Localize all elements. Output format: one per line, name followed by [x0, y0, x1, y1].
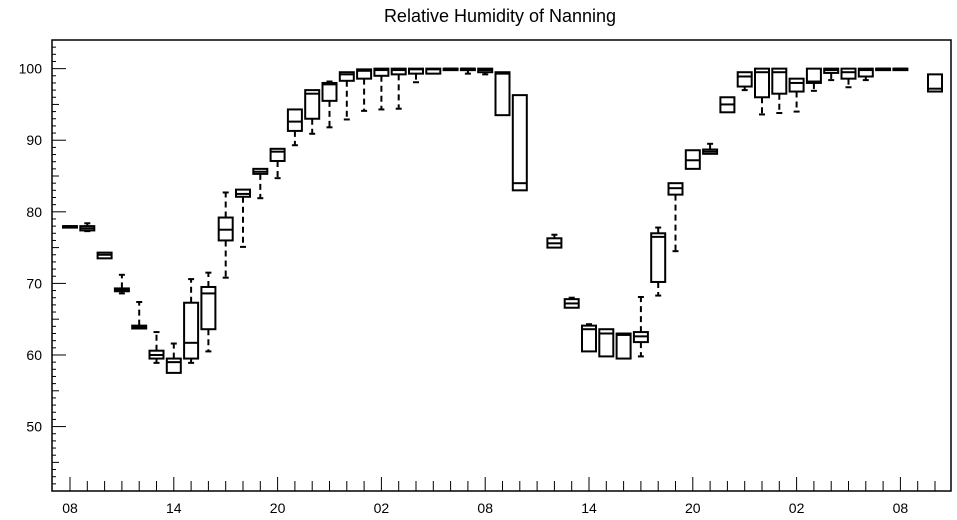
box-group	[892, 67, 909, 72]
box-group	[494, 71, 511, 117]
box-body	[165, 357, 182, 374]
box-group	[857, 67, 874, 82]
box-group	[581, 323, 597, 353]
box-group	[96, 251, 113, 260]
box-body	[321, 81, 338, 102]
y-tick-label: 100	[19, 61, 43, 77]
box-body	[200, 285, 217, 331]
box-group	[805, 67, 822, 92]
box-group	[754, 67, 770, 116]
box-group	[356, 68, 373, 112]
box-body	[927, 73, 943, 93]
box-group	[563, 296, 580, 309]
x-tick-label: 02	[374, 500, 390, 516]
box-group	[598, 328, 615, 358]
box-body	[373, 67, 390, 77]
box-body	[736, 71, 753, 88]
box-group	[165, 342, 182, 374]
box-group	[321, 80, 338, 129]
box-group	[338, 71, 355, 121]
box-group	[771, 67, 788, 115]
box-body	[286, 108, 303, 132]
box-group	[425, 67, 442, 75]
box-body	[183, 301, 200, 360]
box-body	[788, 77, 805, 93]
box-group	[927, 73, 943, 93]
box-body	[581, 324, 597, 353]
box-body	[615, 332, 632, 360]
plot-area-frame	[51, 39, 952, 492]
box-group	[304, 89, 321, 135]
x-tick-label: 02	[789, 500, 805, 516]
box-group	[667, 182, 684, 253]
x-tick-label: 14	[166, 500, 182, 516]
box-body	[338, 71, 355, 82]
box-group	[875, 67, 892, 72]
box-group	[684, 149, 701, 170]
box-group	[373, 67, 390, 111]
box-group	[477, 67, 494, 76]
box-body	[304, 89, 321, 120]
box-group	[79, 222, 96, 233]
box-series	[62, 67, 943, 374]
x-tick-label: 20	[685, 500, 701, 516]
box-group	[148, 331, 165, 364]
box-body	[390, 67, 407, 76]
box-group	[217, 191, 234, 279]
box-body	[598, 328, 615, 358]
box-group	[788, 77, 805, 113]
box-group	[736, 71, 753, 92]
box-body	[840, 67, 857, 80]
box-group	[183, 278, 200, 364]
y-tick-label: 70	[26, 275, 42, 291]
box-group	[286, 108, 303, 147]
y-tick-label: 90	[26, 132, 42, 148]
box-group	[650, 226, 667, 297]
box-group	[390, 67, 407, 110]
y-tick-label: 50	[26, 419, 42, 435]
chart-title: Relative Humidity of Nanning	[384, 6, 616, 26]
x-axis: 08 14 20 02 08 14 20 02 08	[62, 477, 936, 516]
box-group	[719, 96, 736, 114]
x-tick-label: 14	[581, 500, 597, 516]
x-tick-label: 08	[893, 500, 909, 516]
box-group	[615, 332, 632, 360]
box-group	[442, 67, 459, 72]
y-tick-label: 80	[26, 204, 42, 220]
box-body	[805, 67, 822, 84]
y-axis: 50 60 70 80 90 100	[19, 39, 66, 492]
box-group	[200, 271, 217, 353]
box-group	[702, 142, 719, 155]
box-group	[62, 225, 78, 229]
box-group	[269, 147, 286, 180]
x-tick-label: 08	[477, 500, 493, 516]
box-group	[235, 188, 251, 248]
box-group	[252, 167, 269, 200]
box-body	[754, 67, 770, 99]
x-tick-label: 20	[270, 500, 286, 516]
box-group	[113, 273, 130, 295]
box-body	[511, 94, 528, 192]
box-body	[857, 67, 874, 78]
box-body	[269, 147, 286, 162]
box-group	[823, 67, 840, 82]
box-group	[408, 67, 424, 84]
box-group	[459, 67, 476, 75]
box-group	[511, 94, 528, 192]
box-body	[771, 67, 788, 95]
x-tick-label: 08	[62, 500, 78, 516]
box-group	[546, 233, 563, 249]
box-body	[356, 68, 373, 80]
box-body	[494, 71, 511, 117]
box-group	[840, 67, 857, 89]
y-tick-label: 60	[26, 347, 42, 363]
box-group	[632, 295, 649, 358]
box-group	[131, 301, 148, 330]
box-body	[650, 232, 667, 283]
